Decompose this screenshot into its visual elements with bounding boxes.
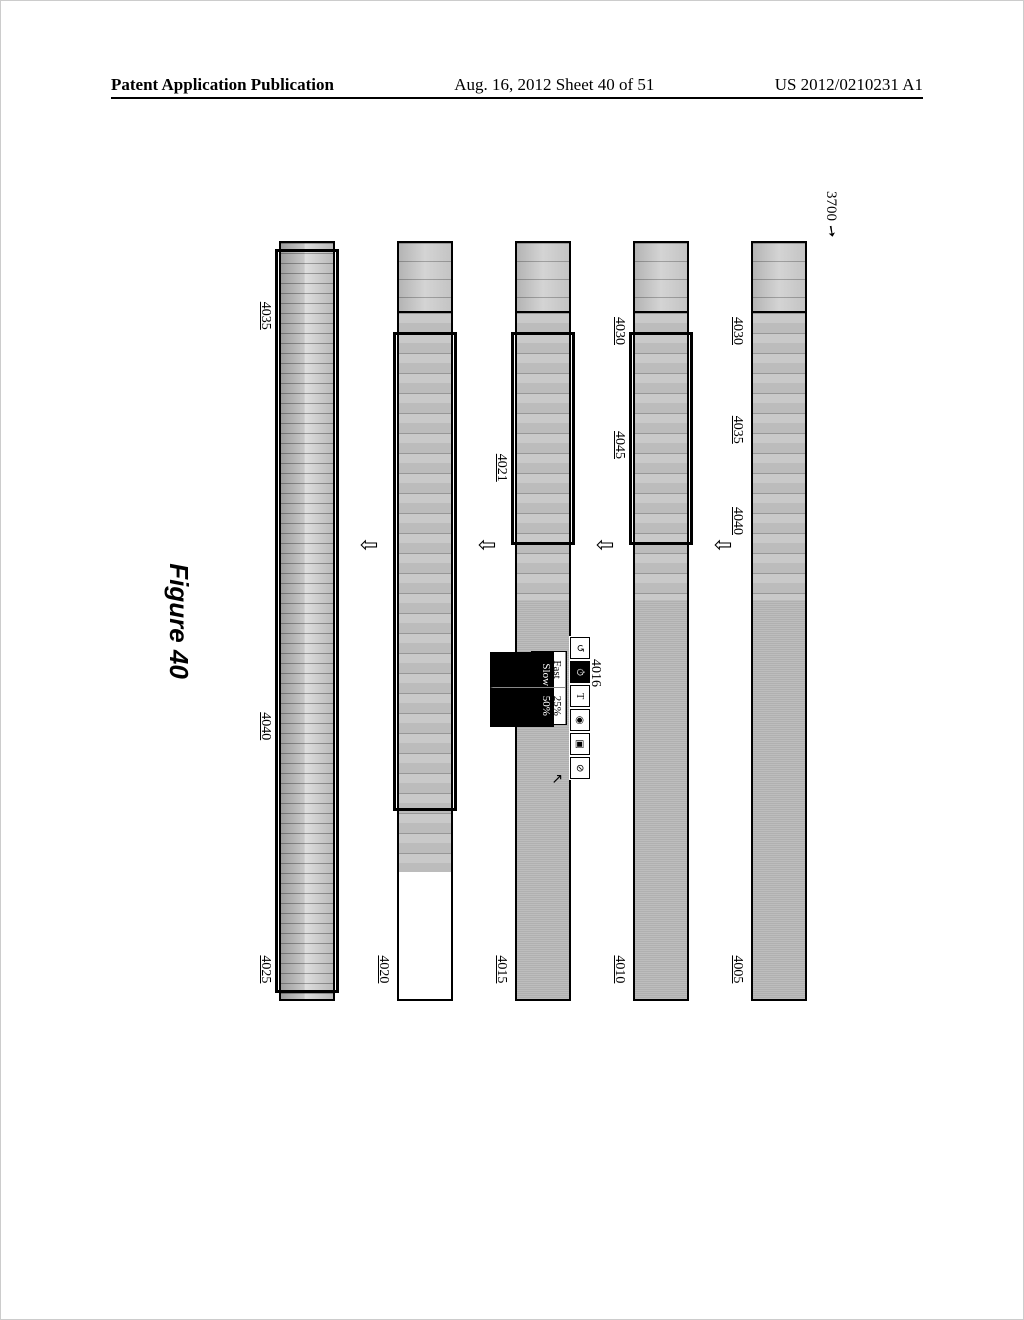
series-reference: 3700➚	[822, 191, 841, 238]
timeline-stage-4010: 403040454010	[617, 241, 705, 1001]
figure-title: Figure 40	[163, 563, 194, 679]
title-icon[interactable]: T	[570, 685, 590, 707]
lead-clip	[517, 243, 569, 313]
cursor-icon: ↖	[548, 773, 565, 785]
lead-clip	[399, 243, 451, 313]
reference-4030: 4030	[611, 317, 627, 345]
speed-menu: SlowFast• • •50%25%10%	[531, 651, 567, 725]
record-icon[interactable]: ◉	[570, 709, 590, 731]
header-sheet: Aug. 16, 2012 Sheet 40 of 51	[454, 75, 654, 95]
figure-40: 3700➚ Figure 40 4030403540404005⇩4030404…	[203, 241, 823, 1001]
lead-clip	[635, 243, 687, 313]
timeline-stage-4005: 4030403540404005	[735, 241, 823, 1001]
reference-4021: 4021	[493, 454, 509, 482]
timeline-stage-4025: 403540404025	[263, 241, 351, 1001]
leader-arrow-icon: ➚	[820, 221, 843, 242]
lead-clip	[753, 243, 805, 313]
empty-region	[635, 600, 687, 999]
selection-box[interactable]	[629, 332, 693, 545]
rewind-icon[interactable]: ↺	[570, 637, 590, 659]
speed-submenu-item-50[interactable]: 50%	[490, 687, 554, 727]
timeline-stage-4015: 402140164015↺⏱T◉▣⊘SlowFast• • •50%25%10%…	[499, 241, 587, 1001]
series-reference-number: 3700	[823, 191, 839, 221]
selection-box[interactable]	[275, 249, 339, 994]
sequence-arrow-icon: ⇩	[357, 536, 379, 554]
reference-4025: 4025	[257, 955, 273, 983]
clip-segment	[753, 313, 805, 600]
reference-4040: 4040	[729, 507, 745, 535]
sequence-arrow-icon: ⇩	[711, 536, 733, 554]
ban-icon[interactable]: ⊘	[570, 757, 590, 779]
reference-4030: 4030	[729, 317, 745, 345]
selection-box[interactable]	[511, 332, 575, 545]
header-docket: US 2012/0210231 A1	[775, 75, 923, 95]
reference-4020: 4020	[375, 955, 391, 983]
timeline-stage-4020: 4020	[381, 241, 469, 1001]
reference-4040: 4040	[257, 712, 273, 740]
header-publication: Patent Application Publication	[111, 75, 334, 95]
empty-region	[753, 600, 805, 999]
reference-4010: 4010	[611, 955, 627, 983]
reference-4005: 4005	[729, 955, 745, 983]
timeline-track	[751, 241, 807, 1001]
page-header: Patent Application Publication Aug. 16, …	[111, 75, 923, 99]
sequence-arrow-icon: ⇩	[475, 536, 497, 554]
retime-toolbar: ↺⏱T◉▣⊘	[569, 636, 591, 780]
reference-4035: 4035	[729, 416, 745, 444]
reference-4035: 4035	[257, 302, 273, 330]
reference-4015: 4015	[493, 955, 509, 983]
speed-icon[interactable]: ⏱	[570, 661, 590, 683]
reference-4045: 4045	[611, 431, 627, 459]
selection-box[interactable]	[393, 332, 457, 811]
frame-icon[interactable]: ▣	[570, 733, 590, 755]
sequence-arrow-icon: ⇩	[593, 536, 615, 554]
